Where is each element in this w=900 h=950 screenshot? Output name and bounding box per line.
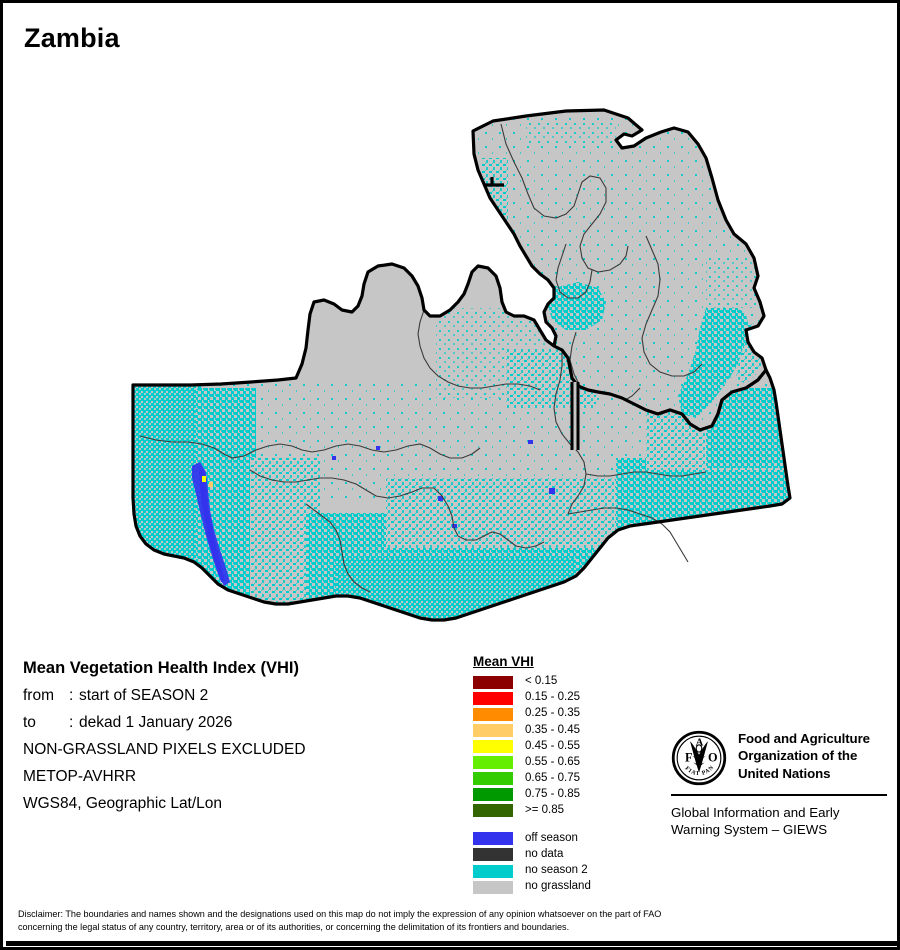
- speckle-central-moderate: [386, 478, 616, 548]
- fao-organization-name: Food and Agriculture Organization of the…: [738, 730, 870, 782]
- off-season-highlight-b: [209, 482, 213, 487]
- legend-class-swatch: [473, 756, 513, 770]
- disclaimer-line2: concerning the legal status of any count…: [18, 922, 570, 933]
- off-season-dot-1: [438, 496, 443, 501]
- map-legend: Mean VHI < 0.15 0.15 - 0.25 0.25 - 0.35 0.3…: [473, 653, 591, 895]
- legend-class-swatch: [473, 739, 513, 753]
- legend-special-swatch: [473, 880, 513, 894]
- speckle-north-top: [526, 120, 616, 144]
- legend-class-row[interactable]: < 0.15: [473, 674, 591, 690]
- svg-text:F: F: [685, 750, 693, 764]
- fao-branding-block: F A O FIAT PANIS Food and Agriculture Or…: [671, 730, 887, 839]
- legend-special-swatch: [473, 864, 513, 878]
- fao-name-line1: Food and Agriculture: [738, 731, 870, 746]
- metadata-to-row: to: dekad 1 January 2026: [23, 714, 443, 732]
- speckle-east-upper: [706, 258, 762, 308]
- legend-special-label: no season 2: [525, 864, 588, 877]
- off-season-dot-3: [528, 440, 533, 444]
- off-season-dot-5: [452, 524, 457, 528]
- legend-special-row[interactable]: no season 2: [473, 863, 591, 879]
- legend-title: Mean VHI: [473, 654, 534, 669]
- legend-class-label: >= 0.85: [525, 804, 565, 817]
- fao-name-line3: United Nations: [738, 765, 831, 781]
- legend-class-row[interactable]: 0.35 - 0.45: [473, 722, 591, 738]
- metadata-from-row: from: start of SEASON 2: [23, 687, 443, 705]
- fao-divider: [671, 794, 887, 796]
- legend-class-label: 0.45 - 0.55: [525, 739, 580, 752]
- legend-special-row[interactable]: no grassland: [473, 879, 591, 895]
- legend-class-label: 0.35 - 0.45: [525, 723, 580, 736]
- zambia-map-svg[interactable]: [6, 58, 900, 643]
- legend-class-row[interactable]: 0.25 - 0.35: [473, 706, 591, 722]
- legend-class-swatch: [473, 707, 513, 721]
- off-season-dot-4: [549, 488, 555, 494]
- legend-class-label: 0.65 - 0.75: [525, 771, 580, 784]
- giews-line2: Warning System – GIEWS: [671, 822, 828, 838]
- off-season-dot-6: [332, 456, 336, 460]
- to-key: to: [23, 714, 36, 731]
- legend-class-row[interactable]: 0.15 - 0.25: [473, 690, 591, 706]
- legend-class-swatch: [473, 675, 513, 689]
- giews-label: Global Information and Early Warning Sys…: [671, 804, 887, 839]
- svg-text:O: O: [708, 750, 718, 764]
- legend-class-row[interactable]: 0.65 - 0.75: [473, 771, 591, 787]
- legend-special-label: off season: [525, 832, 578, 845]
- page-title: Zambia: [24, 23, 120, 53]
- fao-logo-icon: F A O FIAT PANIS: [671, 730, 727, 786]
- south-province-boundaries: [139, 271, 707, 593]
- legend-class-swatch: [473, 772, 513, 786]
- legend-special-row[interactable]: no data: [473, 847, 591, 863]
- disclaimer-text: Disclaimer: The boundaries and names sho…: [18, 908, 888, 934]
- fao-name-line2: Organization of the: [738, 748, 858, 764]
- legend-special-swatch: [473, 848, 513, 862]
- disclaimer-line1: Disclaimer: The boundaries and names sho…: [18, 909, 662, 919]
- bottom-rule: [6, 941, 897, 946]
- speckle-bangweulu: [548, 282, 606, 330]
- metadata-sensor: METOP-AVHRR: [23, 768, 137, 785]
- svg-text:A: A: [696, 738, 704, 749]
- lake-mweru-notch: [484, 177, 504, 187]
- metadata-pixel-note: NON-GRASSLAND PIXELS EXCLUDED: [23, 741, 306, 758]
- legend-special-swatch: [473, 832, 513, 846]
- legend-class-label: < 0.15: [525, 675, 558, 688]
- to-value: dekad 1 January 2026: [79, 714, 233, 731]
- legend-special-list: off season no data no season 2 no grassland: [473, 831, 591, 895]
- legend-class-swatch: [473, 723, 513, 737]
- legend-class-row[interactable]: >= 0.85: [473, 803, 591, 819]
- from-key: from: [23, 687, 54, 704]
- map-corridor: [570, 382, 580, 450]
- legend-special-label: no grassland: [525, 880, 591, 893]
- legend-class-row[interactable]: 0.55 - 0.65: [473, 754, 591, 770]
- legend-special-label: no data: [525, 848, 564, 861]
- south-outline: [131, 262, 792, 622]
- legend-class-swatch: [473, 788, 513, 802]
- giews-line1: Global Information and Early: [671, 805, 840, 820]
- map-canvas[interactable]: [6, 58, 900, 643]
- map-metadata-block: Mean Vegetation Health Index (VHI) from:…: [23, 659, 443, 822]
- legend-class-list: < 0.15 0.15 - 0.25 0.25 - 0.35 0.35 - 0.45 0…: [473, 674, 591, 819]
- legend-special-row[interactable]: off season: [473, 831, 591, 847]
- from-sep: :: [69, 687, 74, 704]
- metadata-projection: WGS84, Geographic Lat/Lon: [23, 795, 223, 812]
- legend-class-label: 0.75 - 0.85: [525, 787, 580, 800]
- legend-class-row[interactable]: 0.45 - 0.55: [473, 738, 591, 754]
- off-season-zambezi-strip-2: [199, 470, 225, 582]
- legend-class-swatch: [473, 804, 513, 818]
- speckle-western-belt: [133, 385, 203, 620]
- off-season-highlight-a: [202, 476, 206, 482]
- legend-class-label: 0.25 - 0.35: [525, 707, 580, 720]
- speckle-luangwa-valley: [678, 302, 750, 418]
- legend-class-label: 0.15 - 0.25: [525, 691, 580, 704]
- off-season-dot-2: [376, 446, 380, 450]
- legend-spacer: [473, 819, 591, 831]
- from-value: start of SEASON 2: [79, 687, 209, 704]
- legend-class-label: 0.55 - 0.65: [525, 755, 580, 768]
- to-sep: :: [69, 714, 74, 731]
- metadata-heading: Mean Vegetation Health Index (VHI): [23, 659, 299, 677]
- legend-class-swatch: [473, 691, 513, 705]
- speckle-south-core: [336, 558, 576, 620]
- legend-class-row[interactable]: 0.75 - 0.85: [473, 787, 591, 803]
